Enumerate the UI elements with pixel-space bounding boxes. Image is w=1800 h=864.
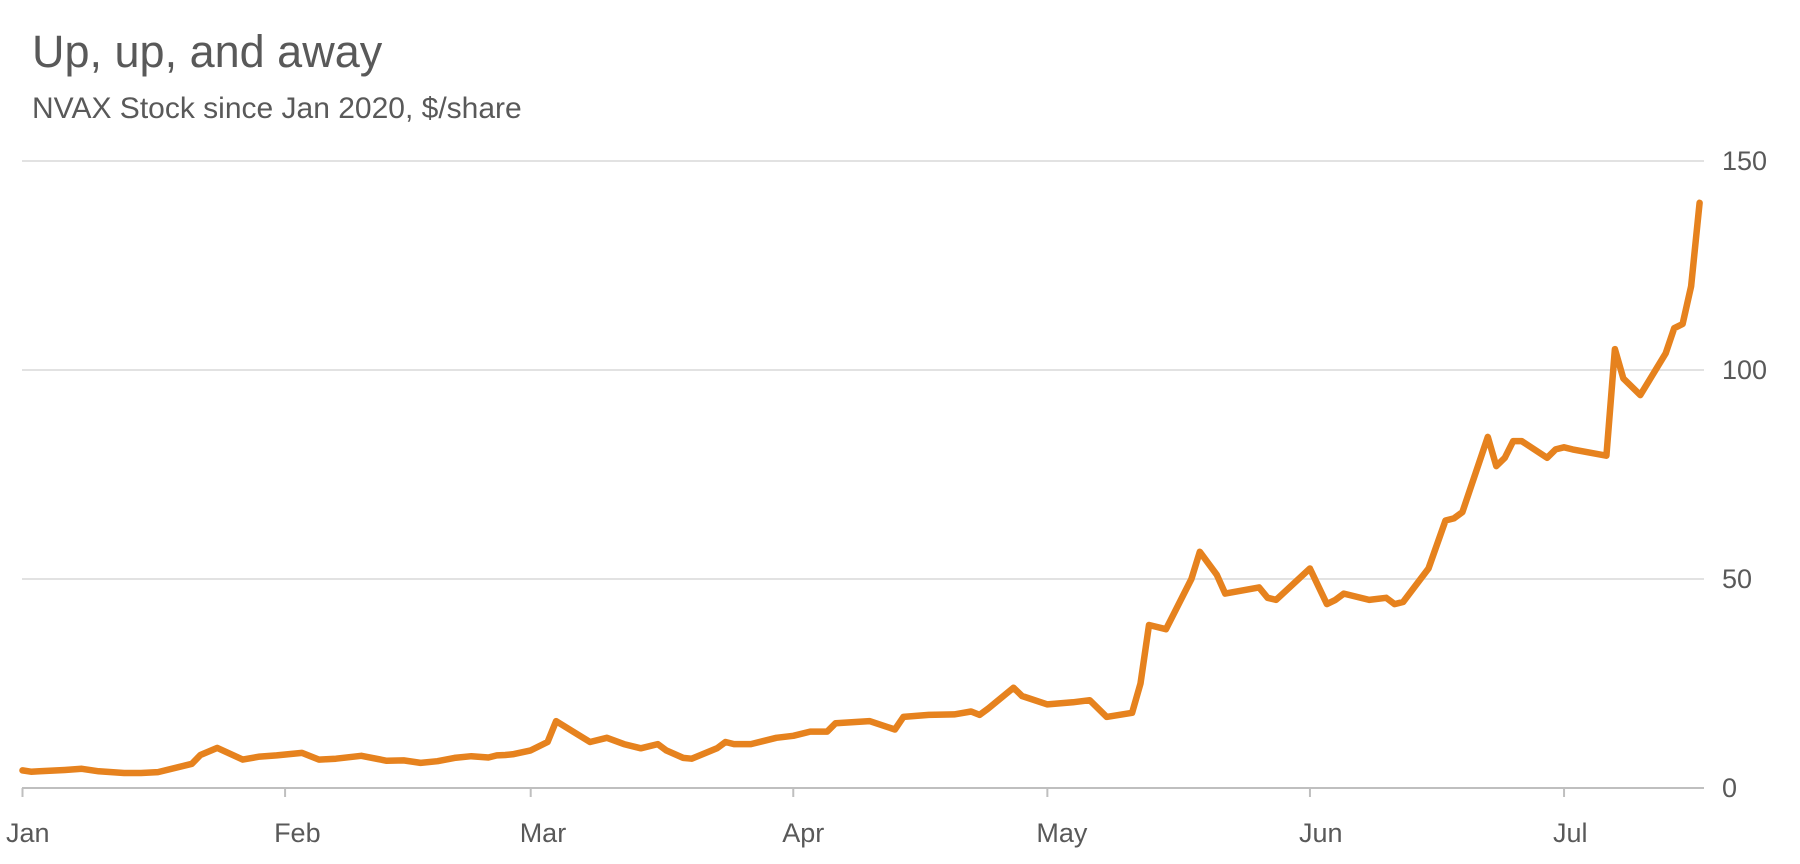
y-tick-label: 0: [1722, 773, 1737, 803]
x-tick-label: Apr: [782, 818, 824, 848]
x-tick-label: Mar: [520, 818, 567, 848]
x-tick-label: Jun: [1299, 818, 1343, 848]
x-tick-label: Jul: [1553, 818, 1588, 848]
y-tick-label: 100: [1722, 355, 1767, 385]
x-tick-label: Jan: [6, 818, 50, 848]
series-line: [19, 199, 1703, 777]
chart-title: Up, up, and away: [32, 26, 383, 77]
y-tick-label: 150: [1722, 146, 1767, 176]
chart-subtitle: NVAX Stock since Jan 2020, $/share: [32, 92, 522, 125]
y-tick-label: 50: [1722, 564, 1752, 594]
y-axis: 0 50 100 150: [1722, 146, 1767, 803]
x-tick-label: May: [1036, 818, 1088, 848]
series-layer: [19, 199, 1703, 777]
x-tick-label: Feb: [274, 818, 321, 848]
x-axis: Jan Feb Mar Apr May Jun Jul: [6, 787, 1704, 848]
